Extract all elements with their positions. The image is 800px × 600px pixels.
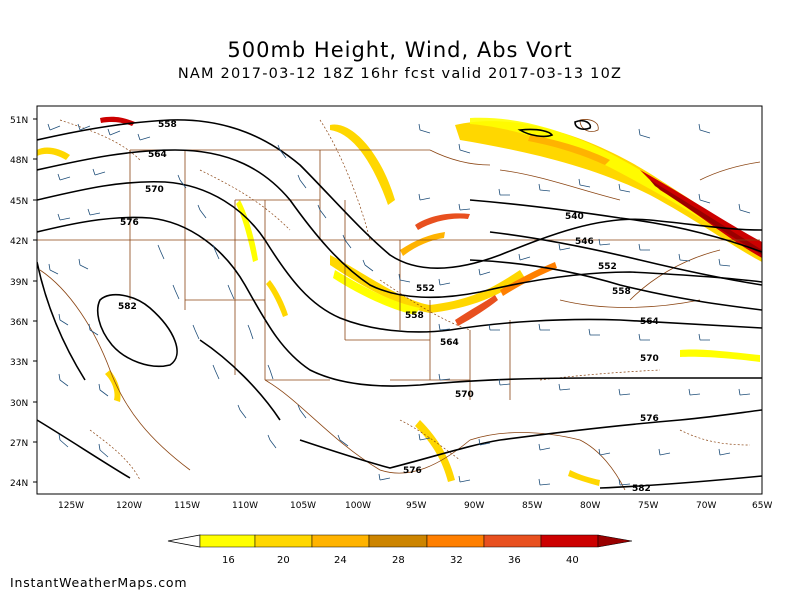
- contour-label: 558: [612, 287, 631, 297]
- contour-label: 582: [632, 484, 651, 494]
- lon-label: 85W: [522, 501, 542, 511]
- contour-label: 552: [416, 284, 435, 294]
- contour-label: 564: [148, 150, 167, 160]
- height-contours: [37, 119, 762, 489]
- contour-label: 576: [640, 414, 659, 424]
- contour-label: 582: [118, 302, 137, 312]
- lat-label: 33N: [10, 358, 28, 368]
- lat-label: 27N: [10, 439, 28, 449]
- lon-label: 125W: [58, 501, 84, 511]
- map-plot-area: [37, 106, 762, 494]
- wind-barbs: [47, 123, 751, 486]
- colorbar-label: 28: [392, 555, 405, 566]
- lon-label: 80W: [580, 501, 600, 511]
- lon-label: 65W: [752, 501, 772, 511]
- contour-label: 570: [640, 354, 659, 364]
- lat-label: 30N: [10, 399, 28, 409]
- contour-labels: 558 564 570 576 582 540 546 552 552 558 …: [118, 120, 659, 494]
- lon-label: 100W: [345, 501, 371, 511]
- contour-label: 570: [145, 185, 164, 195]
- lat-label: 45N: [10, 197, 28, 207]
- contour-label: 540: [565, 212, 584, 222]
- contour-label: 558: [405, 311, 424, 321]
- lat-label: 42N: [10, 237, 28, 247]
- lon-label: 105W: [290, 501, 316, 511]
- colorbar-swatch: [199, 534, 256, 548]
- contour-label: 570: [455, 390, 474, 400]
- map-title: 500mb Height, Wind, Abs Vort: [227, 38, 573, 62]
- colorbar-swatch: [254, 534, 313, 548]
- contour-label: 564: [640, 317, 659, 327]
- contour-label: 576: [120, 218, 139, 228]
- lat-label: 48N: [10, 156, 28, 166]
- political-borders: [37, 119, 761, 491]
- colorbar-label: 16: [222, 555, 235, 566]
- contour-label: 576: [403, 466, 422, 476]
- lat-ticks: [33, 118, 37, 483]
- contour-label: 552: [598, 262, 617, 272]
- lat-label: 51N: [10, 116, 28, 126]
- lon-label: 75W: [638, 501, 658, 511]
- contour-label: 558: [158, 120, 177, 130]
- map-frame: [36, 105, 763, 495]
- lon-label: 90W: [464, 501, 484, 511]
- lon-label: 120W: [116, 501, 142, 511]
- vorticity-shading: [37, 116, 762, 486]
- vorticity-contours: [59, 119, 751, 481]
- colorbar-swatch: [368, 534, 428, 548]
- lon-label: 110W: [232, 501, 258, 511]
- lat-label: 39N: [10, 278, 28, 288]
- colorbar-label: 40: [566, 555, 579, 566]
- longitude-labels: 125W 120W 115W 110W 105W 100W 95W 90W 85…: [58, 501, 772, 511]
- colorbar-label: 32: [450, 555, 463, 566]
- lon-label: 115W: [174, 501, 200, 511]
- latitude-labels: 51N 48N 45N 42N 39N 36N 33N 30N 27N 24N: [10, 116, 28, 489]
- lat-label: 24N: [10, 479, 28, 489]
- colorbar-label: 24: [334, 555, 347, 566]
- lat-label: 36N: [10, 318, 28, 328]
- colorbar-label: 20: [277, 555, 290, 566]
- colorbar-swatch: [311, 534, 370, 548]
- lon-label: 70W: [696, 501, 716, 511]
- credit-text: InstantWeatherMaps.com: [10, 575, 188, 590]
- colorbar-swatch: [483, 534, 542, 548]
- colorbar-label: 36: [508, 555, 521, 566]
- map-subtitle: NAM 2017-03-12 18Z 16hr fcst valid 2017-…: [177, 66, 623, 82]
- lon-label: 95W: [406, 501, 426, 511]
- colorbar: 16 20 24 28 32 36 40: [167, 534, 633, 566]
- colorbar-swatch: [540, 534, 599, 548]
- contour-label: 546: [575, 237, 594, 247]
- colorbar-low-arrow: [167, 534, 201, 548]
- colorbar-high-arrow: [597, 534, 633, 548]
- colorbar-swatch: [426, 534, 485, 548]
- contour-label: 564: [440, 338, 459, 348]
